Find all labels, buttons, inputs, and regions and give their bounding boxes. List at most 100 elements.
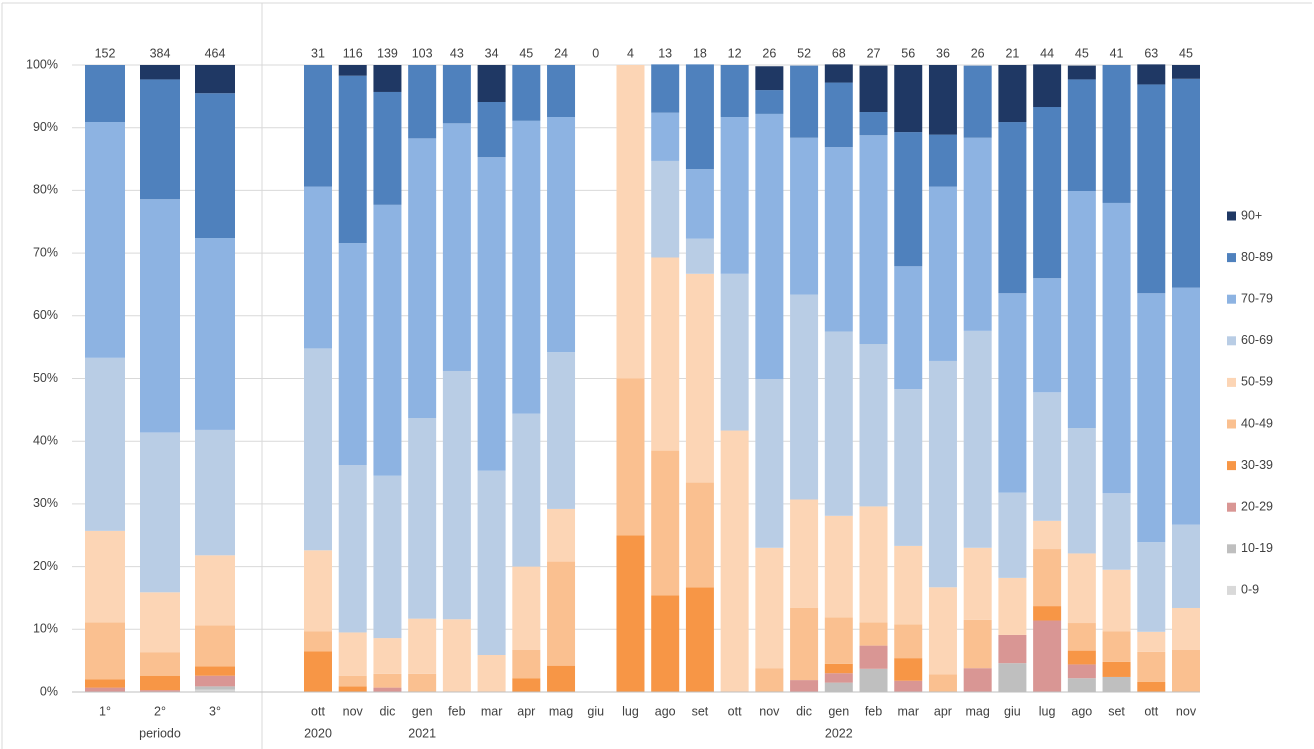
bar-segment xyxy=(1172,524,1200,608)
bar-segment xyxy=(685,273,714,483)
bar-segment xyxy=(755,379,784,548)
bar-segment xyxy=(1137,631,1166,652)
bar-segment xyxy=(304,631,332,652)
bar-segment xyxy=(859,668,888,692)
x-tick-label: dic xyxy=(379,704,395,718)
bar-segment xyxy=(512,120,541,414)
bar-segment xyxy=(824,82,853,148)
total-label: 4 xyxy=(627,46,634,60)
bar-segment xyxy=(998,634,1027,664)
bar-segment xyxy=(928,360,957,588)
x-tick-label: giu xyxy=(587,704,604,718)
bar-segment xyxy=(547,508,576,562)
bar-segment xyxy=(338,675,367,687)
legend-swatch xyxy=(1227,294,1236,304)
x-tick-label: nov xyxy=(1176,704,1197,718)
total-label: 45 xyxy=(1075,46,1089,60)
bar-segment xyxy=(720,430,749,692)
bar-segment xyxy=(755,668,784,692)
bar-segment xyxy=(373,673,402,688)
x-group-label: 2021 xyxy=(408,726,436,740)
x-tick-label: ago xyxy=(655,704,676,718)
bar-segment xyxy=(85,122,125,358)
bar-segment xyxy=(824,682,853,692)
bar-segment xyxy=(338,75,367,244)
legend-swatch xyxy=(1227,461,1236,471)
x-tick-label: lug xyxy=(622,704,639,718)
bar-segment xyxy=(616,65,645,379)
bar-segment xyxy=(547,352,576,509)
bar-segment xyxy=(1102,631,1131,662)
bar-segment xyxy=(998,577,1027,635)
bar-segment xyxy=(894,389,923,546)
total-label: 27 xyxy=(867,46,881,60)
bar-segment xyxy=(1067,65,1096,80)
total-label: 45 xyxy=(1179,46,1193,60)
x-group-label: 2020 xyxy=(304,726,332,740)
bar-segment xyxy=(477,157,506,471)
legend-label: 70-79 xyxy=(1241,291,1273,305)
x-tick-label: mag xyxy=(549,704,573,718)
bar-segment xyxy=(790,607,819,681)
bar-segment xyxy=(928,134,957,187)
bar-segment xyxy=(859,135,888,345)
bar-segment xyxy=(140,79,180,200)
bar-segment xyxy=(1033,549,1062,607)
bar-segment xyxy=(928,674,957,692)
bar-segment xyxy=(85,530,125,623)
bar-segment xyxy=(720,117,749,274)
bar-segment xyxy=(1033,520,1062,550)
bar-segment xyxy=(373,475,402,639)
bar-segment xyxy=(547,65,576,118)
x-tick-label: mar xyxy=(897,704,919,718)
y-tick-label: 80% xyxy=(33,183,58,197)
bar-segment xyxy=(755,90,784,114)
bar-segment xyxy=(195,93,235,239)
bar-segment xyxy=(140,675,180,691)
bar-segment xyxy=(1137,542,1166,632)
bar-segment xyxy=(338,65,367,76)
bar-segment xyxy=(442,123,471,371)
bar-segment xyxy=(1102,493,1131,570)
bar-segment xyxy=(963,547,992,620)
bar-segment xyxy=(512,566,541,650)
bar-segment xyxy=(1137,293,1166,543)
total-label: 0 xyxy=(592,46,599,60)
bar-segment xyxy=(651,64,680,113)
x-tick-label: feb xyxy=(865,704,882,718)
y-tick-label: 100% xyxy=(26,57,58,71)
y-tick-label: 40% xyxy=(33,433,58,447)
legend-swatch xyxy=(1227,419,1236,429)
bar-segment xyxy=(195,555,235,626)
bar-segment xyxy=(442,65,471,124)
bar-segment xyxy=(894,132,923,267)
bar-segment xyxy=(963,137,992,331)
y-tick-label: 10% xyxy=(33,622,58,636)
bar-segment xyxy=(338,243,367,466)
x-group-label: periodo xyxy=(139,726,181,740)
bar-segment xyxy=(824,147,853,332)
bar-segment xyxy=(140,652,180,676)
x-tick-label: 3° xyxy=(209,704,221,718)
bar-segment xyxy=(824,673,853,683)
total-label: 44 xyxy=(1040,46,1054,60)
x-group-label: 2022 xyxy=(825,726,853,740)
bar-segment xyxy=(512,678,541,692)
bar-segment xyxy=(1172,649,1200,692)
bar-segment xyxy=(304,348,332,551)
bar-segment xyxy=(894,266,923,390)
x-tick-label: set xyxy=(1108,704,1125,718)
y-tick-label: 50% xyxy=(33,371,58,385)
bar-segment xyxy=(442,370,471,620)
total-label: 21 xyxy=(1005,46,1019,60)
total-label: 43 xyxy=(450,46,464,60)
bar-segment xyxy=(928,186,957,361)
bar-segment xyxy=(195,666,235,676)
bar-segment xyxy=(85,687,125,692)
bar-segment xyxy=(1172,287,1200,525)
bar-segment xyxy=(824,331,853,516)
bar-segment xyxy=(373,204,402,476)
bar-segment xyxy=(304,651,332,692)
bar-segment xyxy=(894,624,923,659)
